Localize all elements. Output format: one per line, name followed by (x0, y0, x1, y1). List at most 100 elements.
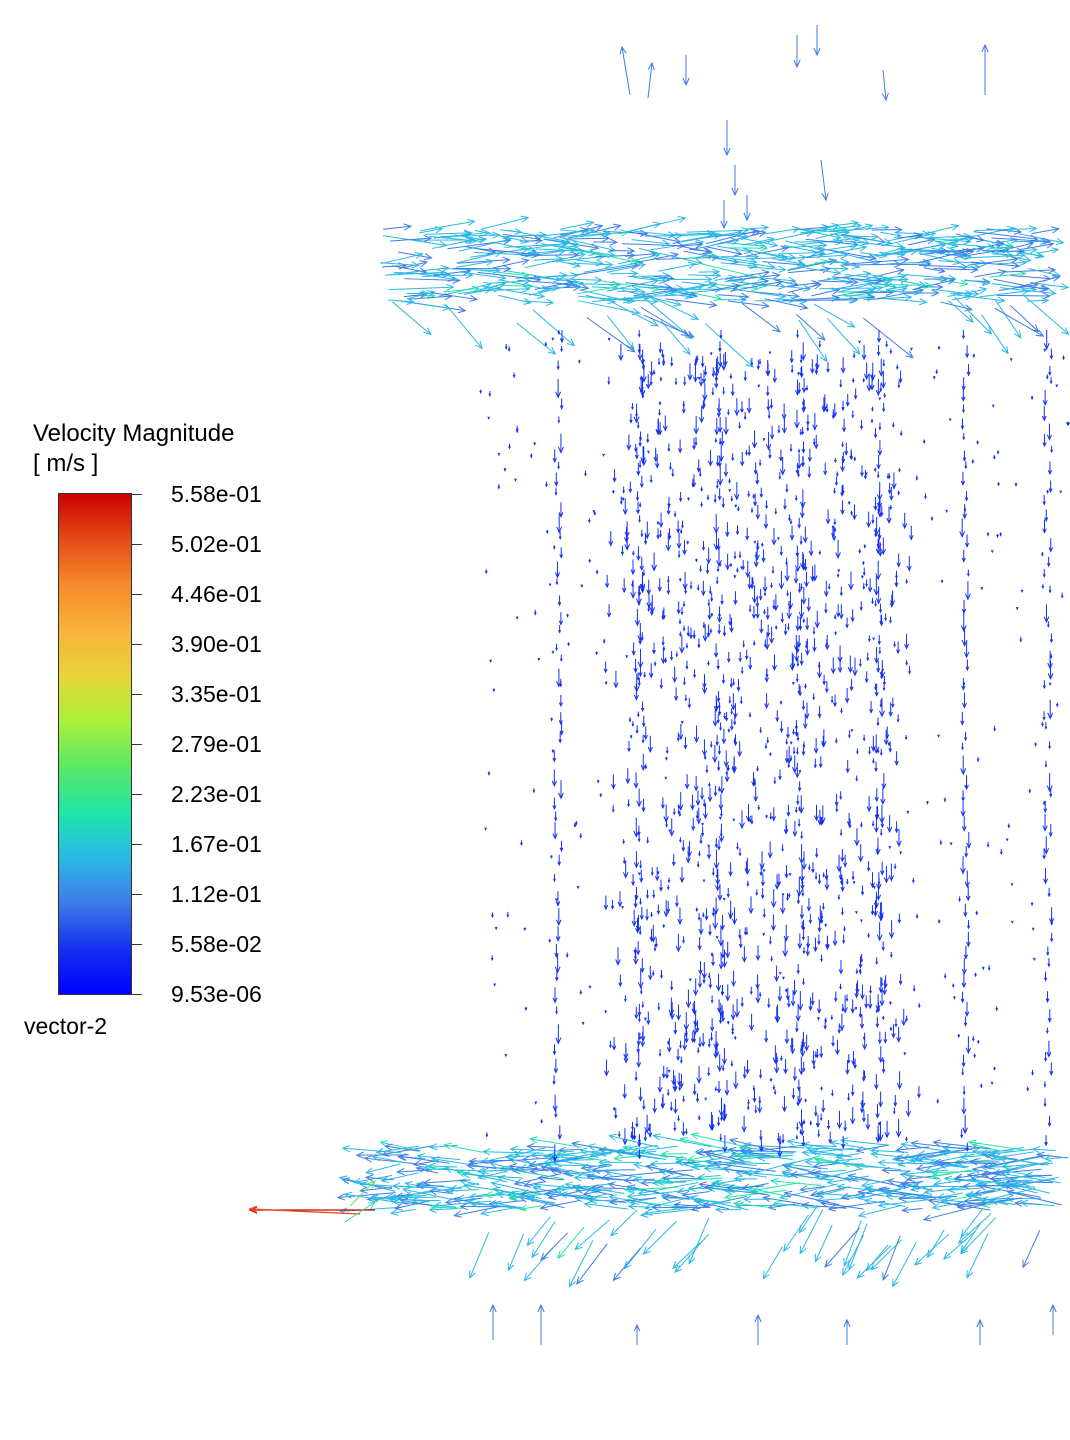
velocity-arrow (444, 1197, 483, 1206)
velocity-arrow (689, 237, 740, 251)
velocity-arrow (866, 373, 872, 392)
velocity-arrow (948, 418, 952, 422)
velocity-arrow (831, 409, 835, 420)
velocity-arrow (964, 278, 992, 286)
velocity-arrow (664, 776, 668, 781)
velocity-arrow (825, 403, 829, 413)
velocity-arrow (512, 372, 516, 379)
velocity-arrow (667, 275, 713, 283)
velocity-arrow (754, 229, 815, 245)
velocity-arrow (833, 527, 837, 533)
velocity-arrow (817, 706, 822, 719)
velocity-arrow (871, 226, 904, 234)
velocity-arrow (887, 742, 891, 747)
velocity-arrow (798, 1205, 818, 1234)
velocity-arrow (833, 518, 837, 526)
velocity-arrow (793, 35, 801, 69)
velocity-arrow (1040, 551, 1044, 557)
velocity-arrow (753, 786, 759, 802)
velocity-arrow (588, 558, 592, 564)
velocity-arrow (796, 733, 800, 742)
velocity-arrow (863, 1070, 866, 1080)
velocity-arrow (681, 840, 686, 852)
velocity-arrow (839, 1137, 890, 1146)
velocity-arrow (906, 810, 910, 815)
velocity-arrow (703, 365, 708, 376)
velocity-arrow (813, 738, 819, 754)
velocity-arrow (717, 416, 723, 433)
velocity-arrow (933, 266, 979, 274)
velocity-arrow (736, 842, 739, 851)
velocity-arrow (717, 839, 721, 851)
velocity-arrow (733, 737, 737, 744)
velocity-arrow (963, 945, 969, 960)
velocity-arrow (706, 1158, 757, 1166)
velocity-arrow (675, 651, 679, 658)
velocity-arrow (554, 1108, 558, 1119)
velocity-arrow (755, 480, 759, 485)
velocity-arrow (682, 677, 686, 686)
velocity-arrow (596, 779, 600, 784)
velocity-arrow (579, 989, 583, 996)
velocity-arrow (720, 1112, 724, 1122)
velocity-arrow (806, 597, 811, 612)
velocity-arrow (476, 248, 542, 258)
velocity-arrow (537, 657, 541, 662)
velocity-arrow (1043, 330, 1050, 351)
velocity-arrow (908, 665, 912, 675)
velocity-arrow (965, 931, 971, 948)
velocity-arrow (827, 296, 858, 304)
velocity-arrow (702, 624, 708, 642)
velocity-arrow (671, 853, 676, 867)
velocity-arrow (734, 998, 740, 1018)
velocity-arrow (677, 439, 683, 454)
velocity-arrow (1042, 390, 1048, 406)
velocity-arrow (902, 1169, 949, 1178)
velocity-arrow (740, 666, 744, 675)
velocity-arrow (810, 992, 815, 1006)
velocity-arrow (795, 553, 801, 573)
velocity-arrow (860, 984, 865, 1001)
velocity-arrow (835, 1152, 860, 1160)
velocity-arrow (940, 301, 973, 312)
velocity-arrow (716, 659, 720, 670)
velocity-arrow (973, 231, 1039, 242)
velocity-arrow (692, 437, 696, 451)
velocity-arrow (716, 296, 748, 304)
velocity-arrow (625, 655, 629, 659)
velocity-arrow (654, 453, 660, 469)
velocity-arrow (731, 453, 735, 462)
velocity-arrow (813, 25, 821, 57)
velocity-arrow (882, 675, 886, 686)
velocity-arrow (855, 775, 859, 782)
velocity-arrow (853, 1058, 857, 1070)
velocity-arrow (704, 1097, 708, 1101)
velocity-arrow (961, 1054, 966, 1068)
velocity-arrow (778, 769, 782, 781)
velocity-arrow (679, 1136, 731, 1151)
velocity-arrow (801, 426, 805, 436)
velocity-arrow (529, 453, 533, 459)
velocity-arrow (859, 1100, 865, 1114)
velocity-arrow (882, 1235, 901, 1281)
velocity-arrow (682, 936, 685, 944)
velocity-arrow (769, 626, 775, 645)
velocity-arrow (874, 600, 877, 607)
velocity-arrow (932, 1139, 991, 1150)
velocity-arrow (859, 601, 863, 612)
velocity-arrow (662, 924, 666, 929)
velocity-arrow (961, 377, 966, 392)
velocity-arrow (679, 635, 685, 654)
velocity-arrow (789, 741, 793, 745)
velocity-arrow (800, 876, 805, 890)
velocity-arrow (682, 1095, 685, 1103)
velocity-arrow (743, 238, 779, 248)
velocity-arrow (667, 443, 671, 453)
velocity-arrow (669, 650, 674, 661)
velocity-arrow (745, 649, 749, 661)
velocity-arrow (626, 434, 632, 451)
velocity-arrow (732, 818, 736, 822)
velocity-arrow (731, 970, 737, 988)
velocity-arrow (972, 247, 1033, 263)
velocity-arrow (559, 230, 611, 238)
